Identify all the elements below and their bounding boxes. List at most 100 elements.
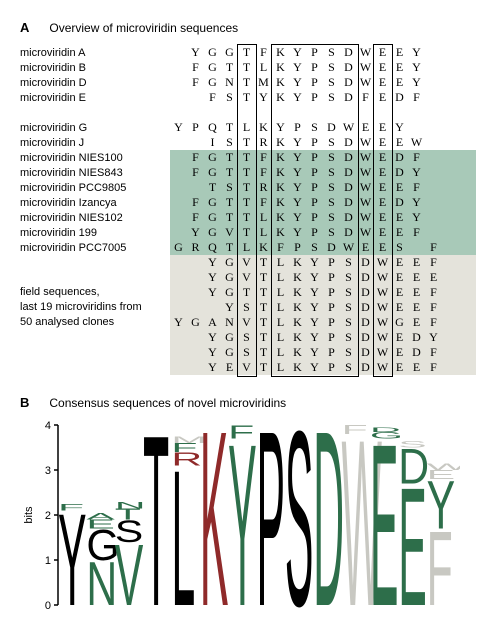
seq-cell: L bbox=[255, 60, 272, 75]
seq-cell: D bbox=[323, 240, 340, 255]
svg-text:3: 3 bbox=[45, 465, 51, 477]
seq-cell bbox=[442, 150, 459, 165]
seq-cell: Q bbox=[204, 120, 221, 135]
seq-cell: W bbox=[357, 165, 374, 180]
alignment-row: microviridin NIES100 FGTTFKYPSDWEDF bbox=[20, 150, 480, 165]
seq-cell bbox=[442, 270, 459, 285]
seq-cell: W bbox=[374, 285, 391, 300]
seq-cell: T bbox=[255, 300, 272, 315]
seq-cell: F bbox=[187, 60, 204, 75]
seq-cell: E bbox=[374, 120, 391, 135]
seq-cell bbox=[425, 210, 442, 225]
seq-cell: E bbox=[391, 60, 408, 75]
seq-cell: Y bbox=[289, 135, 306, 150]
seq-cell: W bbox=[374, 330, 391, 345]
seq-cell: E bbox=[374, 90, 391, 105]
seq-cell bbox=[408, 240, 425, 255]
seq-cell bbox=[289, 105, 306, 120]
seq-cell bbox=[442, 360, 459, 375]
seq-cell: F bbox=[408, 225, 425, 240]
seq-cell bbox=[340, 105, 357, 120]
seq-cell: S bbox=[323, 210, 340, 225]
seq-cell bbox=[187, 360, 204, 375]
seq-cell: Y bbox=[289, 165, 306, 180]
seq-cell bbox=[170, 285, 187, 300]
seq-cell: S bbox=[221, 90, 238, 105]
logo-letter: T bbox=[143, 420, 169, 620]
alignment-row: YGVTLKYPSDWEEE bbox=[20, 270, 480, 285]
seq-cell: G bbox=[204, 75, 221, 90]
seq-cell: F bbox=[408, 150, 425, 165]
seq-cell: T bbox=[255, 285, 272, 300]
seq-cell: S bbox=[340, 300, 357, 315]
seq-cell: F bbox=[255, 150, 272, 165]
seq-cell: E bbox=[391, 300, 408, 315]
seq-cell: S bbox=[340, 345, 357, 360]
seq-cell: E bbox=[391, 45, 408, 60]
seq-cell: E bbox=[391, 285, 408, 300]
seq-cell: K bbox=[272, 195, 289, 210]
seq-cell: F bbox=[187, 75, 204, 90]
seq-cell bbox=[442, 225, 459, 240]
seq-cell: G bbox=[221, 285, 238, 300]
seq-cell: S bbox=[323, 180, 340, 195]
seq-cell: K bbox=[272, 210, 289, 225]
seq-cell bbox=[425, 195, 442, 210]
seq-cell: D bbox=[340, 225, 357, 240]
logo-letter: W bbox=[427, 462, 460, 473]
seq-cell: D bbox=[357, 360, 374, 375]
seq-cell: G bbox=[221, 255, 238, 270]
seq-cell: F bbox=[425, 360, 442, 375]
seq-cell bbox=[442, 330, 459, 345]
seq-cell bbox=[442, 165, 459, 180]
seq-cell: M bbox=[255, 75, 272, 90]
seq-cell: D bbox=[357, 285, 374, 300]
seq-cell bbox=[425, 120, 442, 135]
seq-cell: K bbox=[289, 330, 306, 345]
seq-cell: P bbox=[323, 285, 340, 300]
seq-cell bbox=[459, 60, 476, 75]
seq-cell: D bbox=[391, 195, 408, 210]
seq-cell: E bbox=[374, 135, 391, 150]
seq-cell: D bbox=[357, 345, 374, 360]
seq-cell: Y bbox=[204, 345, 221, 360]
logo-letter: K bbox=[200, 420, 229, 620]
logo-letter: D bbox=[313, 420, 344, 620]
seq-cell: E bbox=[374, 60, 391, 75]
seq-cell: D bbox=[391, 165, 408, 180]
seq-cell: P bbox=[306, 90, 323, 105]
seq-cell: G bbox=[221, 45, 238, 60]
seq-cell: W bbox=[340, 240, 357, 255]
logo-letter: F bbox=[342, 422, 368, 436]
seq-cell: D bbox=[357, 255, 374, 270]
seq-cell: S bbox=[221, 135, 238, 150]
seq-cell: F bbox=[187, 150, 204, 165]
seq-cell: V bbox=[221, 225, 238, 240]
seq-cell bbox=[170, 210, 187, 225]
alignment-row: microviridin GYPQTLKYPSDWEEY bbox=[20, 120, 480, 135]
seq-cell bbox=[170, 150, 187, 165]
seq-cell bbox=[374, 105, 391, 120]
seq-cell: T bbox=[238, 210, 255, 225]
seq-cell bbox=[442, 210, 459, 225]
seq-cell: Y bbox=[306, 315, 323, 330]
seq-cell: E bbox=[221, 360, 238, 375]
seq-cell bbox=[187, 90, 204, 105]
seq-cell: F bbox=[425, 240, 442, 255]
seq-cell bbox=[425, 135, 442, 150]
seq-cell bbox=[459, 360, 476, 375]
seq-cell: Y bbox=[425, 330, 442, 345]
seq-cell bbox=[459, 45, 476, 60]
seq-cell: D bbox=[340, 150, 357, 165]
seq-cell bbox=[187, 285, 204, 300]
seq-cell: W bbox=[374, 300, 391, 315]
seq-cell bbox=[187, 180, 204, 195]
seq-cell bbox=[442, 60, 459, 75]
seq-cell bbox=[459, 240, 476, 255]
seq-cell: F bbox=[408, 90, 425, 105]
seq-cell: P bbox=[306, 180, 323, 195]
panel-a-label: A bbox=[20, 20, 29, 35]
seq-cell: G bbox=[221, 345, 238, 360]
alignment-row: microviridin A YGGTFKYPSDWEEY bbox=[20, 45, 480, 60]
seq-cell bbox=[425, 75, 442, 90]
